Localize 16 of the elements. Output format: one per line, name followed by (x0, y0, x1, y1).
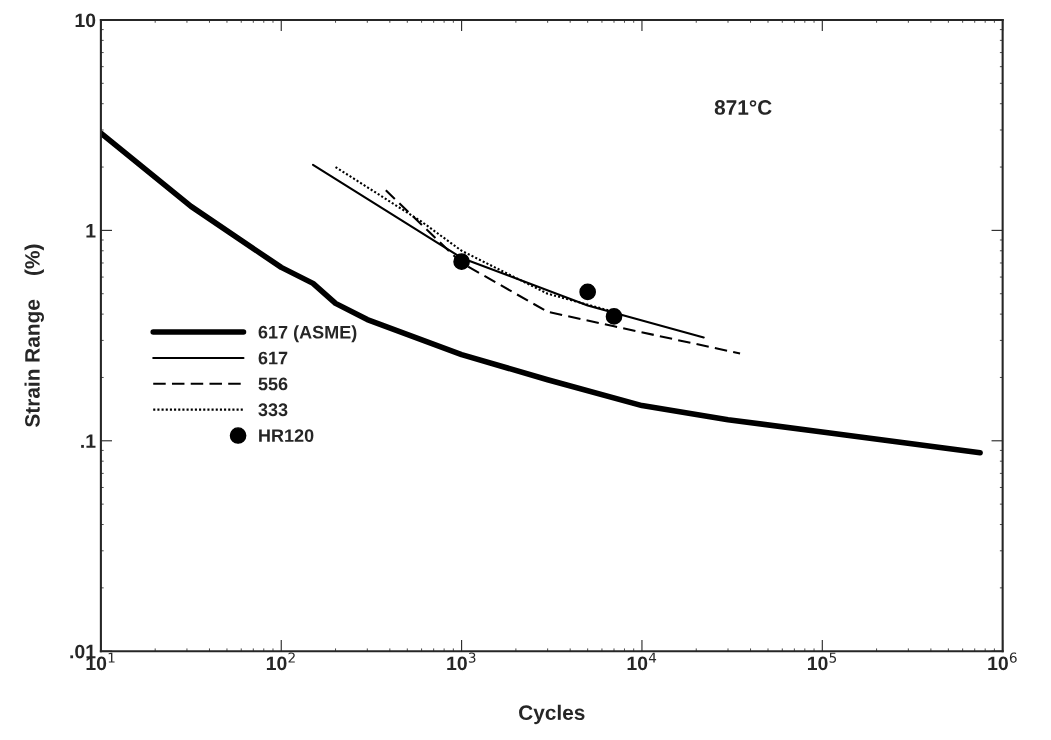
y-tick-label: 10 (75, 13, 96, 28)
legend-label: HR120 (259, 429, 314, 443)
legend-label: 333 (258, 403, 288, 417)
x-tick-label: 10$^{4}$ (627, 652, 657, 671)
x-axis-title: Cycles (519, 704, 585, 725)
y-tick-label: 1 (86, 224, 96, 238)
x-tick-label: 10$^{5}$ (807, 652, 837, 671)
x-tick-label: 10$^{2}$ (266, 652, 295, 671)
annotation: 871°C (714, 100, 772, 115)
y-tick-label: .1 (81, 434, 96, 448)
legend-label: 556 (258, 377, 288, 391)
legend-label: 617 (258, 351, 288, 365)
y-axis-title: Strain Range (%) (24, 244, 45, 428)
x-tick-label: 10$^{3}$ (447, 652, 476, 671)
x-tick-label: 10$^{6}$ (988, 652, 1017, 671)
legend-label: 617 (ASME) (258, 325, 357, 343)
